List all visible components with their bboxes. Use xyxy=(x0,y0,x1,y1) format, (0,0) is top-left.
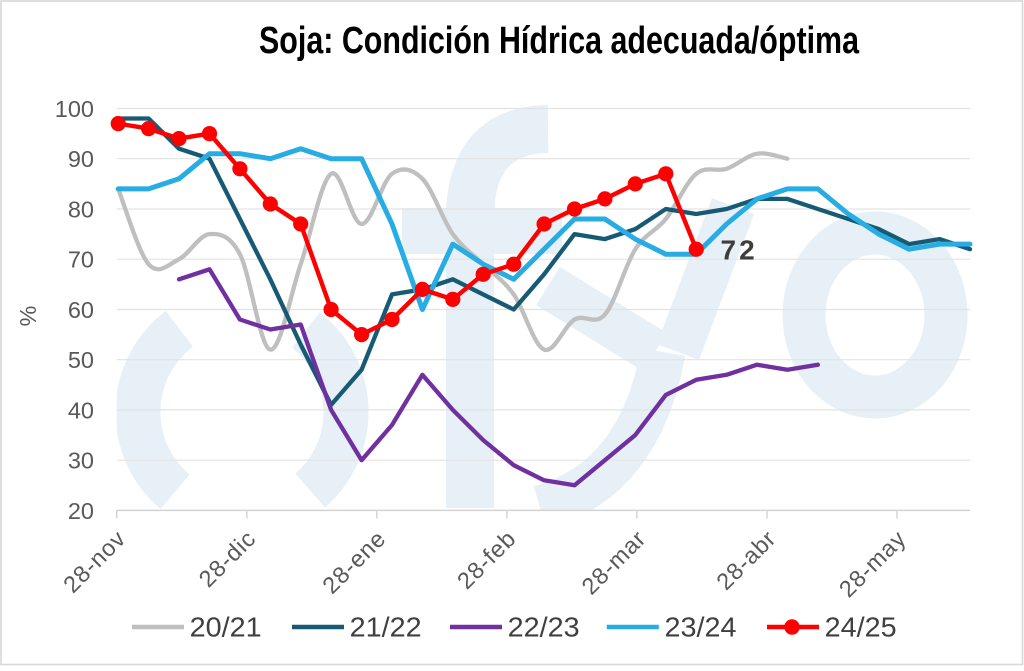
svg-text:60: 60 xyxy=(68,297,94,323)
svg-text:Soja: Condición Hídrica adecua: Soja: Condición Hídrica adecuada/óptima xyxy=(259,20,860,62)
svg-text:23/24: 23/24 xyxy=(665,612,737,643)
svg-text:24/25: 24/25 xyxy=(825,612,897,643)
svg-text:22/23: 22/23 xyxy=(508,612,580,643)
svg-text:40: 40 xyxy=(68,397,94,423)
svg-text:20/21: 20/21 xyxy=(190,612,262,643)
svg-text:90: 90 xyxy=(68,146,94,172)
svg-text:70: 70 xyxy=(68,247,94,273)
svg-text:100: 100 xyxy=(55,96,94,122)
svg-text:80: 80 xyxy=(68,197,94,223)
svg-text:21/22: 21/22 xyxy=(350,612,422,643)
svg-text:%: % xyxy=(15,305,41,326)
svg-text:50: 50 xyxy=(68,347,94,373)
svg-text:20: 20 xyxy=(68,498,94,524)
svg-text:30: 30 xyxy=(68,448,94,474)
svg-text:72: 72 xyxy=(721,235,758,266)
